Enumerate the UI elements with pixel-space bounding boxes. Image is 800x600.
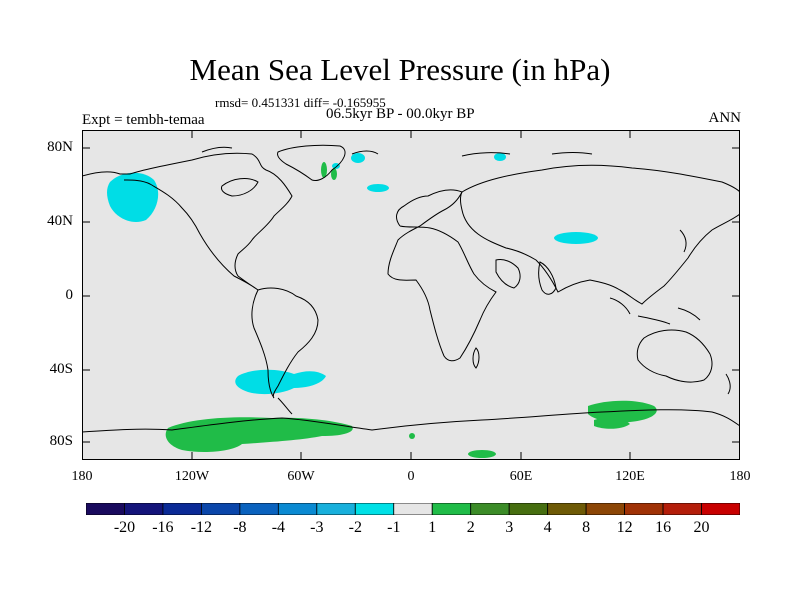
colorbar-box-10 bbox=[470, 503, 510, 515]
colorbar-box-0 bbox=[86, 503, 125, 515]
colorbar-box-11 bbox=[508, 503, 549, 515]
colorbar-label-11: 4 bbox=[543, 519, 552, 536]
north-pacific-low-anomaly bbox=[107, 172, 159, 223]
lat-label-40n: 40N bbox=[47, 213, 73, 229]
greenland-positive-anomaly-1 bbox=[321, 162, 327, 178]
japan-coast bbox=[679, 229, 687, 253]
antarctica-dot-anomaly bbox=[409, 433, 415, 439]
colorbar-label-4: -4 bbox=[271, 519, 286, 536]
coastlines bbox=[82, 144, 740, 433]
lon-label-180w: 180 bbox=[71, 469, 93, 484]
colorbar-label-3: -8 bbox=[233, 519, 247, 536]
lon-label-180e: 180 bbox=[729, 469, 751, 484]
colorbar-box-4 bbox=[239, 503, 279, 515]
antarctica-east-anomaly-2 bbox=[594, 417, 630, 429]
greenland-positive-anomaly-2 bbox=[331, 168, 337, 180]
lon-label-60w: 60W bbox=[287, 469, 315, 484]
greenland-anomaly-2 bbox=[367, 184, 389, 192]
colorbar-box-5 bbox=[277, 503, 318, 515]
colorbar-label-10: 3 bbox=[505, 519, 514, 536]
experiment-label: Expt = tembh-temaa bbox=[82, 112, 205, 128]
colorbar-box-9 bbox=[431, 503, 472, 515]
colorbar-box-7 bbox=[354, 503, 395, 515]
arctic-anomaly-2 bbox=[332, 163, 340, 169]
colorbar-box-6 bbox=[316, 503, 356, 515]
greenland-anomaly-1 bbox=[351, 153, 365, 163]
lat-label-80s: 80S bbox=[49, 433, 73, 449]
colorbar-label-14: 16 bbox=[655, 519, 672, 536]
arctic-anomaly-1 bbox=[494, 153, 506, 161]
colorbar-box-14 bbox=[624, 503, 664, 515]
colorbar-label-2: -12 bbox=[190, 519, 213, 536]
south-america-coast bbox=[251, 287, 319, 399]
colorbar-box-15 bbox=[662, 503, 702, 515]
antarctica-small-anomaly bbox=[468, 450, 496, 458]
madagascar-coast bbox=[472, 347, 480, 369]
antarctica-west-anomaly bbox=[165, 417, 353, 452]
colorbar-label-7: -1 bbox=[387, 519, 401, 536]
season-label: ANN bbox=[708, 110, 742, 126]
period-text: 06.5kyr BP - 00.0kyr BP bbox=[326, 106, 475, 122]
lon-label-0: 0 bbox=[407, 469, 415, 484]
greenland-coast bbox=[277, 144, 346, 181]
antarctic-peninsula bbox=[277, 397, 293, 415]
europe-africa-coast bbox=[387, 189, 497, 362]
lon-label-120w: 120W bbox=[174, 469, 210, 484]
colorbar-box-8 bbox=[393, 503, 433, 515]
colorbar-label-5: -3 bbox=[310, 519, 324, 536]
arabia-india-coast bbox=[495, 259, 557, 295]
tick-marks bbox=[82, 130, 740, 460]
colorbar-label-13: 12 bbox=[616, 519, 633, 536]
lon-label-120e: 120E bbox=[615, 469, 645, 484]
map-panel bbox=[82, 130, 740, 460]
tibet-anomaly bbox=[554, 232, 598, 244]
colorbar-box-3 bbox=[201, 503, 241, 515]
southeast-asia-islands bbox=[609, 297, 701, 325]
north-america-coast bbox=[82, 152, 293, 291]
colorbar bbox=[86, 503, 740, 515]
australia-coast bbox=[636, 329, 713, 383]
hudson-bay-coast bbox=[221, 178, 259, 197]
lon-label-60e: 60E bbox=[509, 469, 533, 484]
arctic-islands bbox=[201, 146, 593, 157]
colorbar-label-0: -20 bbox=[113, 519, 136, 536]
antarctica-coast bbox=[82, 409, 740, 433]
lat-label-0: 0 bbox=[65, 287, 74, 303]
lat-label-80n: 80N bbox=[47, 139, 73, 155]
positive-anomaly-regions bbox=[165, 162, 657, 458]
colorbar-label-8: 1 bbox=[428, 519, 437, 536]
colorbar-box-13 bbox=[585, 503, 625, 515]
new-zealand-coast bbox=[725, 373, 731, 395]
asia-coast bbox=[460, 164, 740, 305]
colorbar-label-9: 2 bbox=[466, 519, 475, 536]
antarctica-east-anomaly bbox=[588, 400, 657, 423]
stats-text: rmsd= 0.451331 diff= -0.165955 bbox=[215, 95, 386, 110]
colorbar-box-1 bbox=[124, 503, 164, 515]
colorbar-box-16 bbox=[701, 503, 740, 515]
colorbar-label-15: 20 bbox=[693, 519, 710, 536]
colorbar-box-2 bbox=[162, 503, 202, 515]
colorbar-label-12: 8 bbox=[582, 519, 591, 536]
colorbar-box-12 bbox=[547, 503, 587, 515]
colorbar-label-6: -2 bbox=[348, 519, 362, 536]
lat-label-40s: 40S bbox=[49, 361, 73, 377]
map-title: Mean Sea Level Pressure (in hPa) bbox=[189, 52, 611, 87]
colorbar-label-1: -16 bbox=[152, 519, 174, 536]
